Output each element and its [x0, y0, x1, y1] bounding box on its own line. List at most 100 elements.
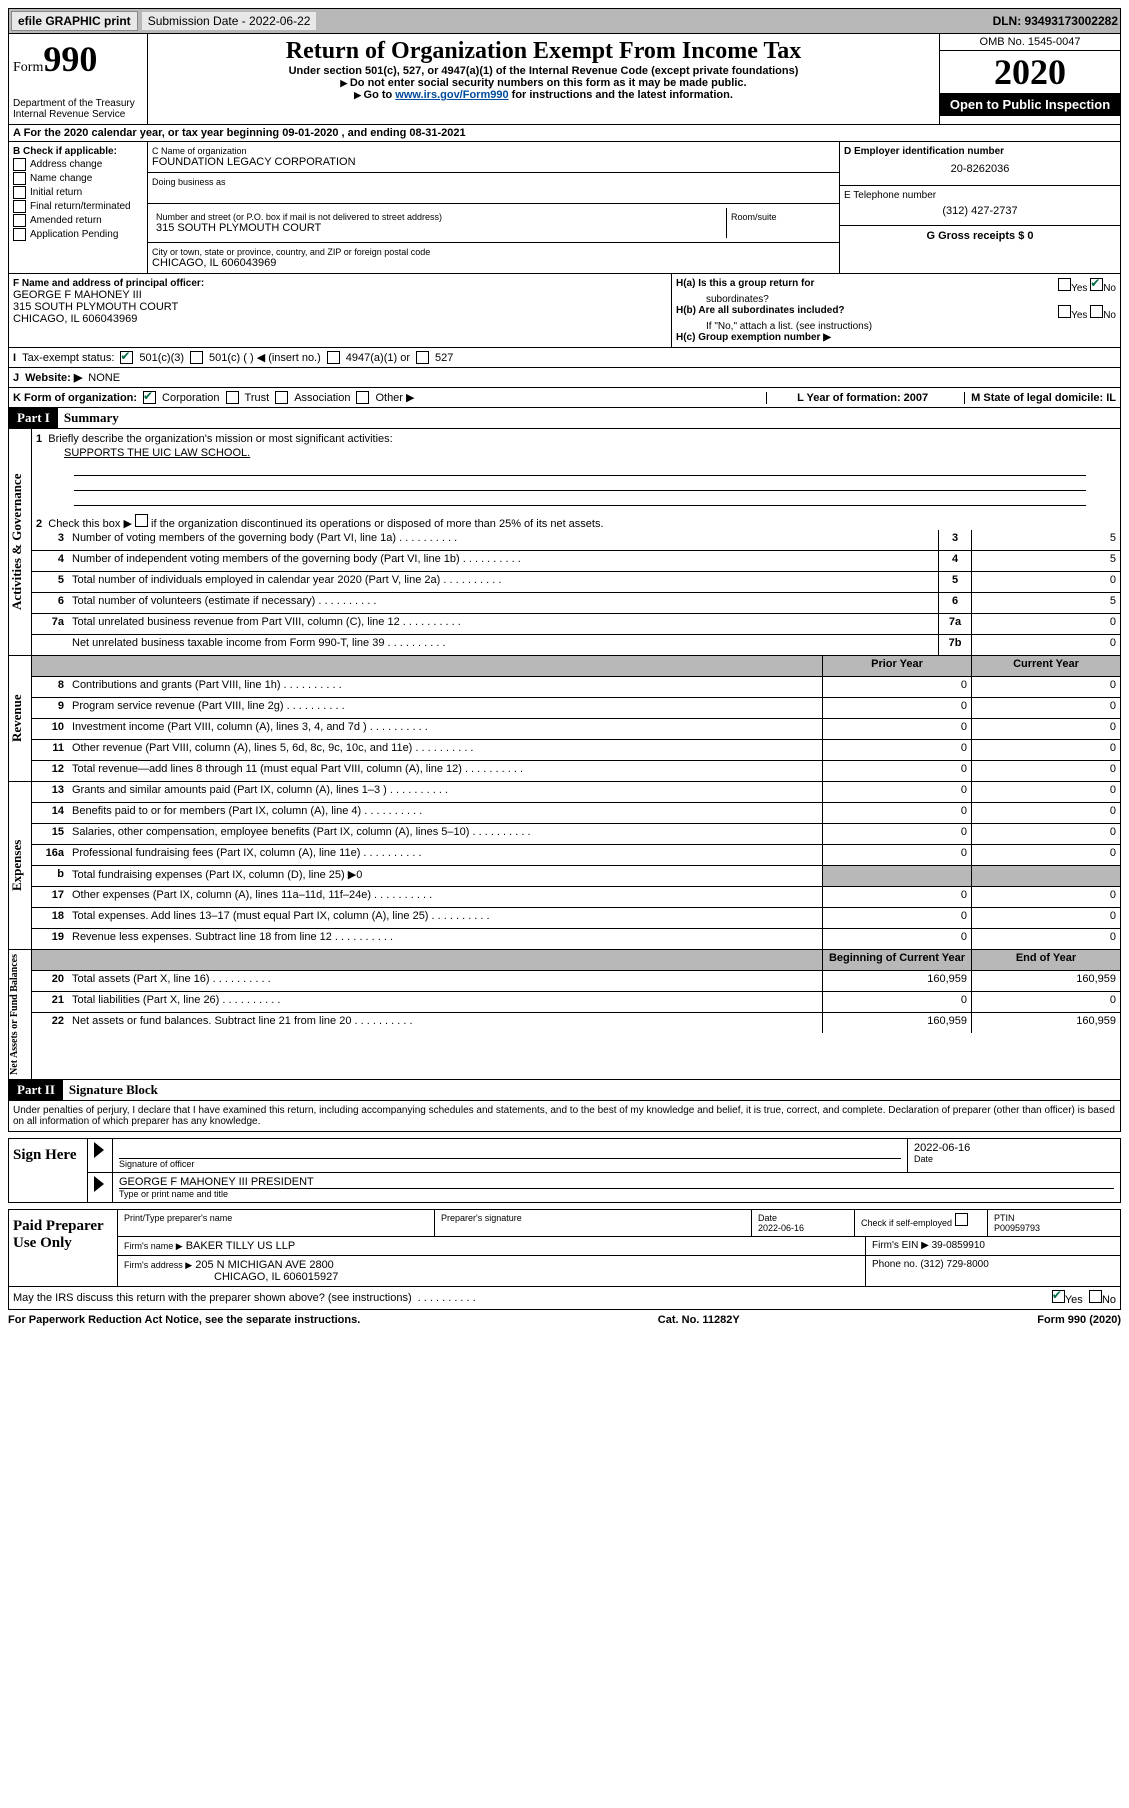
- paid-preparer-label: Paid Preparer Use Only: [9, 1210, 118, 1286]
- form-number: 990: [43, 39, 97, 79]
- part1-label: Part I: [9, 408, 58, 428]
- cat-no: Cat. No. 11282Y: [658, 1314, 740, 1326]
- sig-date: 2022-06-16: [914, 1142, 1114, 1154]
- ptin-value: P00959793: [994, 1223, 1040, 1233]
- col-end: End of Year: [971, 950, 1120, 970]
- org-name: FOUNDATION LEGACY CORPORATION: [152, 156, 835, 168]
- summary-line: Net unrelated business taxable income fr…: [32, 635, 1120, 655]
- checkbox-icon: [955, 1213, 968, 1226]
- opt-name-change[interactable]: Name change: [13, 172, 143, 185]
- inspection-label: Open to Public Inspection: [940, 93, 1120, 116]
- opt-address-change[interactable]: Address change: [13, 158, 143, 171]
- part1-title: Summary: [58, 410, 119, 426]
- discuss-label: May the IRS discuss this return with the…: [13, 1292, 412, 1304]
- part2-title: Signature Block: [63, 1082, 158, 1098]
- expense-line: 17Other expenses (Part IX, column (A), l…: [32, 887, 1120, 908]
- prep-sig-label: Preparer's signature: [435, 1210, 752, 1236]
- k-label: K Form of organization:: [13, 392, 137, 404]
- revenue-section: Revenue Prior Year Current Year 8Contrib…: [8, 656, 1121, 782]
- revenue-line: 11Other revenue (Part VIII, column (A), …: [32, 740, 1120, 761]
- expense-line: 13Grants and similar amounts paid (Part …: [32, 782, 1120, 803]
- hb-note: If "No," attach a list. (see instruction…: [676, 321, 1116, 332]
- vtab-expenses: Expenses: [9, 782, 32, 949]
- checkbox-icon: [416, 351, 429, 364]
- opt-final-return[interactable]: Final return/terminated: [13, 200, 143, 213]
- b-label: B Check if applicable:: [13, 146, 143, 157]
- checkbox-icon: [1090, 305, 1103, 318]
- asset-line: 20Total assets (Part X, line 16)160,9591…: [32, 971, 1120, 992]
- revenue-line: 12Total revenue—add lines 8 through 11 (…: [32, 761, 1120, 781]
- checkbox-icon: [13, 200, 26, 213]
- net-assets-section: Net Assets or Fund Balances Beginning of…: [8, 950, 1121, 1080]
- main-title: Return of Organization Exempt From Incom…: [152, 38, 935, 65]
- col-current-year: Current Year: [971, 656, 1120, 676]
- expense-line: 18Total expenses. Add lines 13–17 (must …: [32, 908, 1120, 929]
- opt-pending[interactable]: Application Pending: [13, 228, 143, 241]
- checkbox-icon: [13, 158, 26, 171]
- officer-name: GEORGE F MAHONEY III: [13, 289, 667, 301]
- street-label: Number and street (or P.O. box if mail i…: [156, 212, 722, 222]
- expense-line: 19Revenue less expenses. Subtract line 1…: [32, 929, 1120, 949]
- hc-label: H(c) Group exemption number ▶: [676, 332, 831, 343]
- expense-line: 16aProfessional fundraising fees (Part I…: [32, 845, 1120, 866]
- checkbox-icon: [226, 391, 239, 404]
- opt-initial-return[interactable]: Initial return: [13, 186, 143, 199]
- section-f-h: F Name and address of principal officer:…: [8, 274, 1121, 348]
- section-b-main: B Check if applicable: Address change Na…: [8, 142, 1121, 274]
- mission-text: SUPPORTS THE UIC LAW SCHOOL.: [60, 445, 1116, 461]
- summary-line: 3Number of voting members of the governi…: [32, 530, 1120, 551]
- firm-ein: 39-0859910: [932, 1240, 985, 1251]
- declaration-text: Under penalties of perjury, I declare th…: [8, 1101, 1121, 1132]
- checkbox-icon: [13, 214, 26, 227]
- revenue-line: 8Contributions and grants (Part VIII, li…: [32, 677, 1120, 698]
- revenue-line: 9Program service revenue (Part VIII, lin…: [32, 698, 1120, 719]
- checkbox-checked-icon: [1052, 1290, 1065, 1303]
- city-value: CHICAGO, IL 606043969: [152, 257, 835, 269]
- sign-here-label: Sign Here: [9, 1139, 88, 1202]
- line-a: A For the 2020 calendar year, or tax yea…: [8, 125, 1121, 142]
- c-label: C Name of organization: [152, 146, 835, 156]
- form-word: Form: [13, 60, 43, 75]
- hb-label: H(b) Are all subordinates included?: [676, 305, 845, 316]
- l-year-formation: L Year of formation: 2007: [797, 392, 928, 404]
- checkbox-checked-icon: [143, 391, 156, 404]
- checkbox-icon: [13, 186, 26, 199]
- sign-here-block: Sign Here Signature of officer 2022-06-1…: [8, 1138, 1121, 1203]
- checkbox-icon: [13, 228, 26, 241]
- g-gross-receipts: G Gross receipts $ 0: [840, 226, 1120, 246]
- ha-label: H(a) Is this a group return for: [676, 278, 814, 289]
- col-prior-year: Prior Year: [822, 656, 971, 676]
- efile-button[interactable]: efile GRAPHIC print: [11, 11, 138, 31]
- expense-line: 15Salaries, other compensation, employee…: [32, 824, 1120, 845]
- checkbox-icon: [135, 514, 148, 527]
- line-k: K Form of organization: Corporation Trus…: [8, 388, 1121, 408]
- pra-notice: For Paperwork Reduction Act Notice, see …: [8, 1314, 360, 1326]
- d-label: D Employer identification number: [844, 146, 1116, 157]
- ein-value: 20-8262036: [844, 157, 1116, 181]
- form-ref: Form 990 (2020): [1037, 1314, 1121, 1326]
- summary-line: 4Number of independent voting members of…: [32, 551, 1120, 572]
- paid-preparer-block: Paid Preparer Use Only Print/Type prepar…: [8, 1209, 1121, 1287]
- firm-addr2: CHICAGO, IL 606015927: [124, 1271, 338, 1283]
- line2-post: if the organization discontinued its ope…: [148, 518, 604, 530]
- omb-number: OMB No. 1545-0047: [940, 34, 1120, 51]
- form990-link[interactable]: www.irs.gov/Form990: [395, 89, 508, 101]
- asset-line: 22Net assets or fund balances. Subtract …: [32, 1013, 1120, 1033]
- note-goto-pre: Go to: [364, 89, 396, 101]
- dln-value: DLN: 93493173002282: [993, 14, 1118, 28]
- opt-amended[interactable]: Amended return: [13, 214, 143, 227]
- col-beginning: Beginning of Current Year: [822, 950, 971, 970]
- part2-label: Part II: [9, 1080, 63, 1100]
- ha2-label: subordinates?: [676, 294, 769, 305]
- street-value: 315 SOUTH PLYMOUTH COURT: [156, 222, 722, 234]
- officer-addr1: 315 SOUTH PLYMOUTH COURT: [13, 301, 667, 313]
- checkbox-checked-icon: [120, 351, 133, 364]
- checkbox-checked-icon: [1090, 278, 1103, 291]
- dept-treasury: Department of the Treasury: [13, 98, 143, 109]
- firm-addr1: 205 N MICHIGAN AVE 2800: [195, 1259, 334, 1271]
- vtab-governance: Activities & Governance: [9, 429, 32, 655]
- summary-line: 6Total number of volunteers (estimate if…: [32, 593, 1120, 614]
- expense-line: bTotal fundraising expenses (Part IX, co…: [32, 866, 1120, 887]
- top-bar: efile GRAPHIC print Submission Date - 20…: [8, 8, 1121, 34]
- expenses-section: Expenses 13Grants and similar amounts pa…: [8, 782, 1121, 950]
